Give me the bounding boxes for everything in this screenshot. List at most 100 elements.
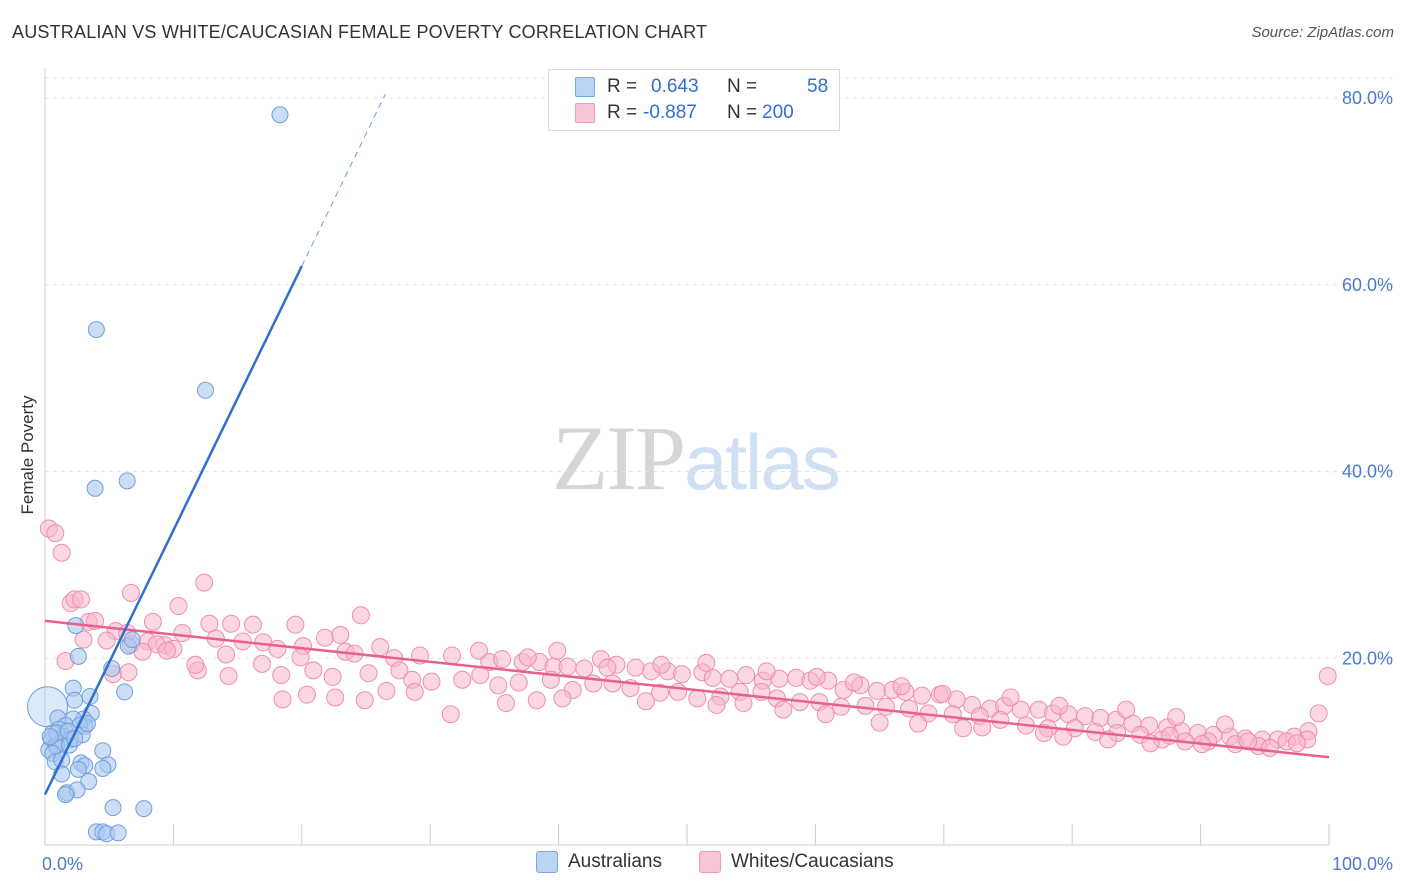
data-point-whites	[527, 691, 546, 710]
data-point-whites	[422, 672, 441, 691]
bottom-legend-label-whites: Whites/Caucasians	[731, 851, 894, 872]
data-point-whites	[1050, 696, 1069, 715]
data-point-whites	[390, 661, 409, 680]
data-point-australians	[109, 824, 127, 842]
data-point-whites	[877, 697, 896, 716]
data-point-whites	[217, 645, 236, 664]
data-point-whites	[991, 710, 1010, 729]
data-point-whites	[71, 590, 90, 609]
series-australians	[27, 106, 289, 843]
data-point-whites	[868, 681, 887, 700]
data-point-australians	[69, 760, 87, 778]
watermark: ZIPatlas	[552, 405, 841, 511]
data-point-whites	[405, 682, 424, 701]
data-point-whites	[757, 662, 776, 681]
data-point-australians	[86, 479, 104, 497]
legend-r-label: R =	[607, 102, 638, 123]
bottom-legend-whites: Whites/Caucasians	[699, 851, 894, 873]
data-point-whites	[856, 696, 875, 715]
bottom-legend-swatch-pink	[699, 851, 721, 873]
data-point-australians	[80, 773, 98, 791]
data-point-whites	[186, 655, 205, 674]
legend-swatch-pink	[575, 103, 595, 123]
data-point-whites	[1034, 723, 1053, 742]
data-point-whites	[651, 683, 670, 702]
legend-row-whites: R = -0.887 N = 200	[549, 100, 839, 126]
data-point-whites	[297, 685, 316, 704]
data-point-whites	[912, 686, 931, 705]
data-point-australians	[57, 786, 75, 804]
data-point-whites	[122, 583, 141, 602]
watermark-atlas: atlas	[684, 418, 841, 506]
data-point-whites	[603, 674, 622, 693]
data-point-whites	[509, 673, 528, 692]
data-point-whites	[326, 688, 345, 707]
data-point-whites	[518, 648, 537, 667]
legend-n-label: N =	[727, 102, 758, 123]
bottom-legend-label-australians: Australians	[568, 851, 662, 872]
data-point-whites	[1318, 666, 1337, 685]
legend-swatch-blue	[575, 77, 595, 97]
data-point-whites	[1167, 708, 1186, 727]
data-point-whites	[870, 713, 889, 732]
data-point-whites	[169, 596, 188, 615]
x-tick-label: 100.0%	[1332, 854, 1393, 874]
data-point-australians	[118, 472, 136, 490]
data-point-whites	[351, 606, 370, 625]
data-point-australians	[135, 800, 153, 818]
y-tick-label: 80.0%	[1342, 88, 1393, 108]
data-point-whites	[636, 692, 655, 711]
data-point-whites	[1001, 688, 1020, 707]
data-point-whites	[195, 573, 214, 592]
data-point-whites	[219, 666, 238, 685]
data-point-whites	[377, 681, 396, 700]
data-point-whites	[558, 657, 577, 676]
data-point-whites	[119, 663, 138, 682]
data-point-whites	[703, 668, 722, 687]
data-point-whites	[200, 614, 219, 633]
data-point-whites	[471, 666, 490, 685]
bottom-legend-australians: Australians	[536, 851, 662, 873]
data-point-whites	[355, 691, 374, 710]
legend-row-australians: R = 0.643 N = 58	[549, 74, 839, 100]
data-point-whites	[443, 646, 462, 665]
data-point-whites	[816, 705, 835, 724]
data-point-australians	[41, 728, 59, 746]
source-credit: Source: ZipAtlas.com	[1251, 24, 1394, 41]
legend-r-value: -0.887	[643, 102, 697, 123]
data-point-australians	[123, 631, 141, 649]
data-point-whites	[323, 667, 342, 686]
data-point-whites	[1215, 715, 1234, 734]
trend-line-whites	[44, 619, 1330, 759]
data-point-whites	[1287, 734, 1306, 753]
data-point-australians	[94, 759, 112, 777]
data-point-whites	[222, 614, 241, 633]
data-point-australians	[66, 691, 84, 709]
data-point-australians	[116, 683, 134, 701]
data-point-australians	[104, 799, 122, 817]
data-point-whites	[74, 630, 93, 649]
data-point-whites	[273, 690, 292, 709]
data-point-whites	[933, 684, 952, 703]
data-point-whites	[97, 631, 116, 650]
axes	[44, 68, 1330, 846]
data-point-whites	[807, 667, 826, 686]
data-point-whites	[672, 665, 691, 684]
data-point-whites	[359, 664, 378, 683]
data-point-whites	[143, 612, 162, 631]
trend-line-australians	[43, 265, 303, 796]
data-point-whites	[553, 689, 572, 708]
data-point-whites	[441, 705, 460, 724]
data-point-whites	[286, 615, 305, 634]
data-point-whites	[548, 641, 567, 660]
data-point-whites	[46, 524, 65, 543]
legend-n-label: N =	[727, 76, 758, 97]
data-point-whites	[720, 669, 739, 688]
data-point-whites	[268, 639, 287, 658]
data-point-whites	[909, 714, 928, 733]
data-point-whites	[943, 705, 962, 724]
grid-lines	[45, 77, 1393, 659]
data-point-whites	[371, 638, 390, 657]
y-tick-label: 20.0%	[1342, 648, 1393, 668]
